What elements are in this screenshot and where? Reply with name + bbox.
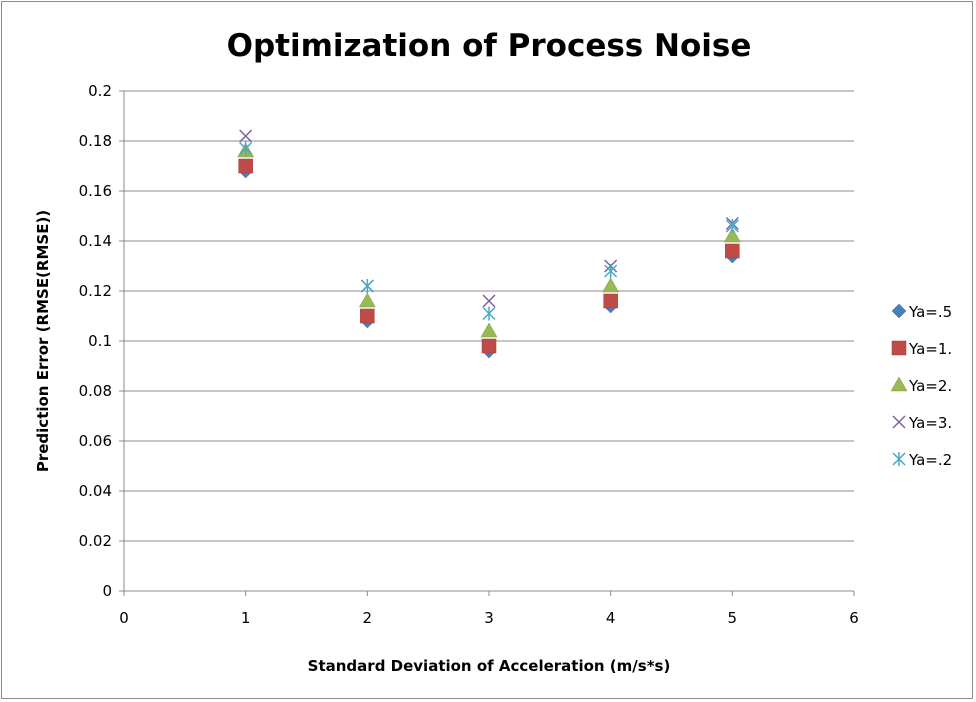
legend-marker xyxy=(891,303,907,319)
legend-item: Ya=1. xyxy=(891,340,952,358)
y-tick-label: 0.1 xyxy=(88,332,112,350)
tick-labels: 0 0.02 0.04 0.06 0.08 0.1 0.12 0.14 0.16 0.18 0.2 0… xyxy=(79,82,859,627)
data-point xyxy=(482,306,496,321)
x-tick-label: 1 xyxy=(241,609,251,627)
y-tick-label: 0.12 xyxy=(79,282,112,300)
data-point xyxy=(358,292,376,308)
data-point xyxy=(604,264,618,278)
legend-marker xyxy=(892,452,906,466)
data-point xyxy=(602,277,620,293)
y-tick-label: 0.2 xyxy=(88,82,112,100)
data-point xyxy=(360,308,375,324)
x-tick-label: 3 xyxy=(484,609,494,627)
chart-title: Optimization of Process Noise xyxy=(227,28,752,64)
legend-item: Ya=.2 xyxy=(892,451,952,469)
legend-label: Ya=1. xyxy=(908,340,952,358)
legend-item: Ya=.5 xyxy=(891,303,952,321)
data-point xyxy=(725,243,740,259)
data-point xyxy=(239,141,253,156)
data-point xyxy=(360,279,374,293)
x-tick-label: 2 xyxy=(363,609,373,627)
legend-label: Ya=.2 xyxy=(908,451,952,469)
data-point xyxy=(480,322,498,338)
legend-item: Ya=2. xyxy=(890,376,952,395)
data-point xyxy=(603,293,618,309)
x-tick-label: 4 xyxy=(606,609,616,627)
x-tick-label: 6 xyxy=(849,609,859,627)
y-tick-label: 0.08 xyxy=(79,382,112,400)
data-point xyxy=(481,338,497,354)
legend-label: Ya=3. xyxy=(908,414,952,432)
y-tick-label: 0.04 xyxy=(79,482,112,500)
y-tick-label: 0.06 xyxy=(79,432,112,450)
data-point xyxy=(239,129,253,143)
y-tick-label: 0.18 xyxy=(79,132,112,150)
x-tick-label: 5 xyxy=(728,609,738,627)
y-tick-label: 0.14 xyxy=(79,232,112,250)
legend-marker xyxy=(891,340,907,356)
legend-marker xyxy=(892,415,906,429)
data-point xyxy=(238,158,253,174)
legend: Ya=.5 Ya=1. Ya=2. Ya=3. Ya=.2 xyxy=(890,303,952,469)
x-axis-title: Standard Deviation of Acceleration (m/s*… xyxy=(308,657,671,675)
legend-label: Ya=2. xyxy=(908,377,952,395)
legend-item: Ya=3. xyxy=(892,414,952,432)
y-tick-label: 0.02 xyxy=(79,532,112,550)
data-point xyxy=(725,219,739,233)
y-tick-label: 0 xyxy=(102,582,112,600)
axes xyxy=(119,90,855,596)
x-tick-label: 0 xyxy=(119,609,129,627)
legend-label: Ya=.5 xyxy=(908,303,952,321)
data-points xyxy=(237,129,741,359)
y-tick-label: 0.16 xyxy=(79,182,112,200)
data-point xyxy=(723,227,741,243)
legend-marker xyxy=(890,376,908,392)
y-axis-title: Prediction Error (RMSE(RMSE)) xyxy=(34,210,52,472)
data-point xyxy=(482,294,496,308)
